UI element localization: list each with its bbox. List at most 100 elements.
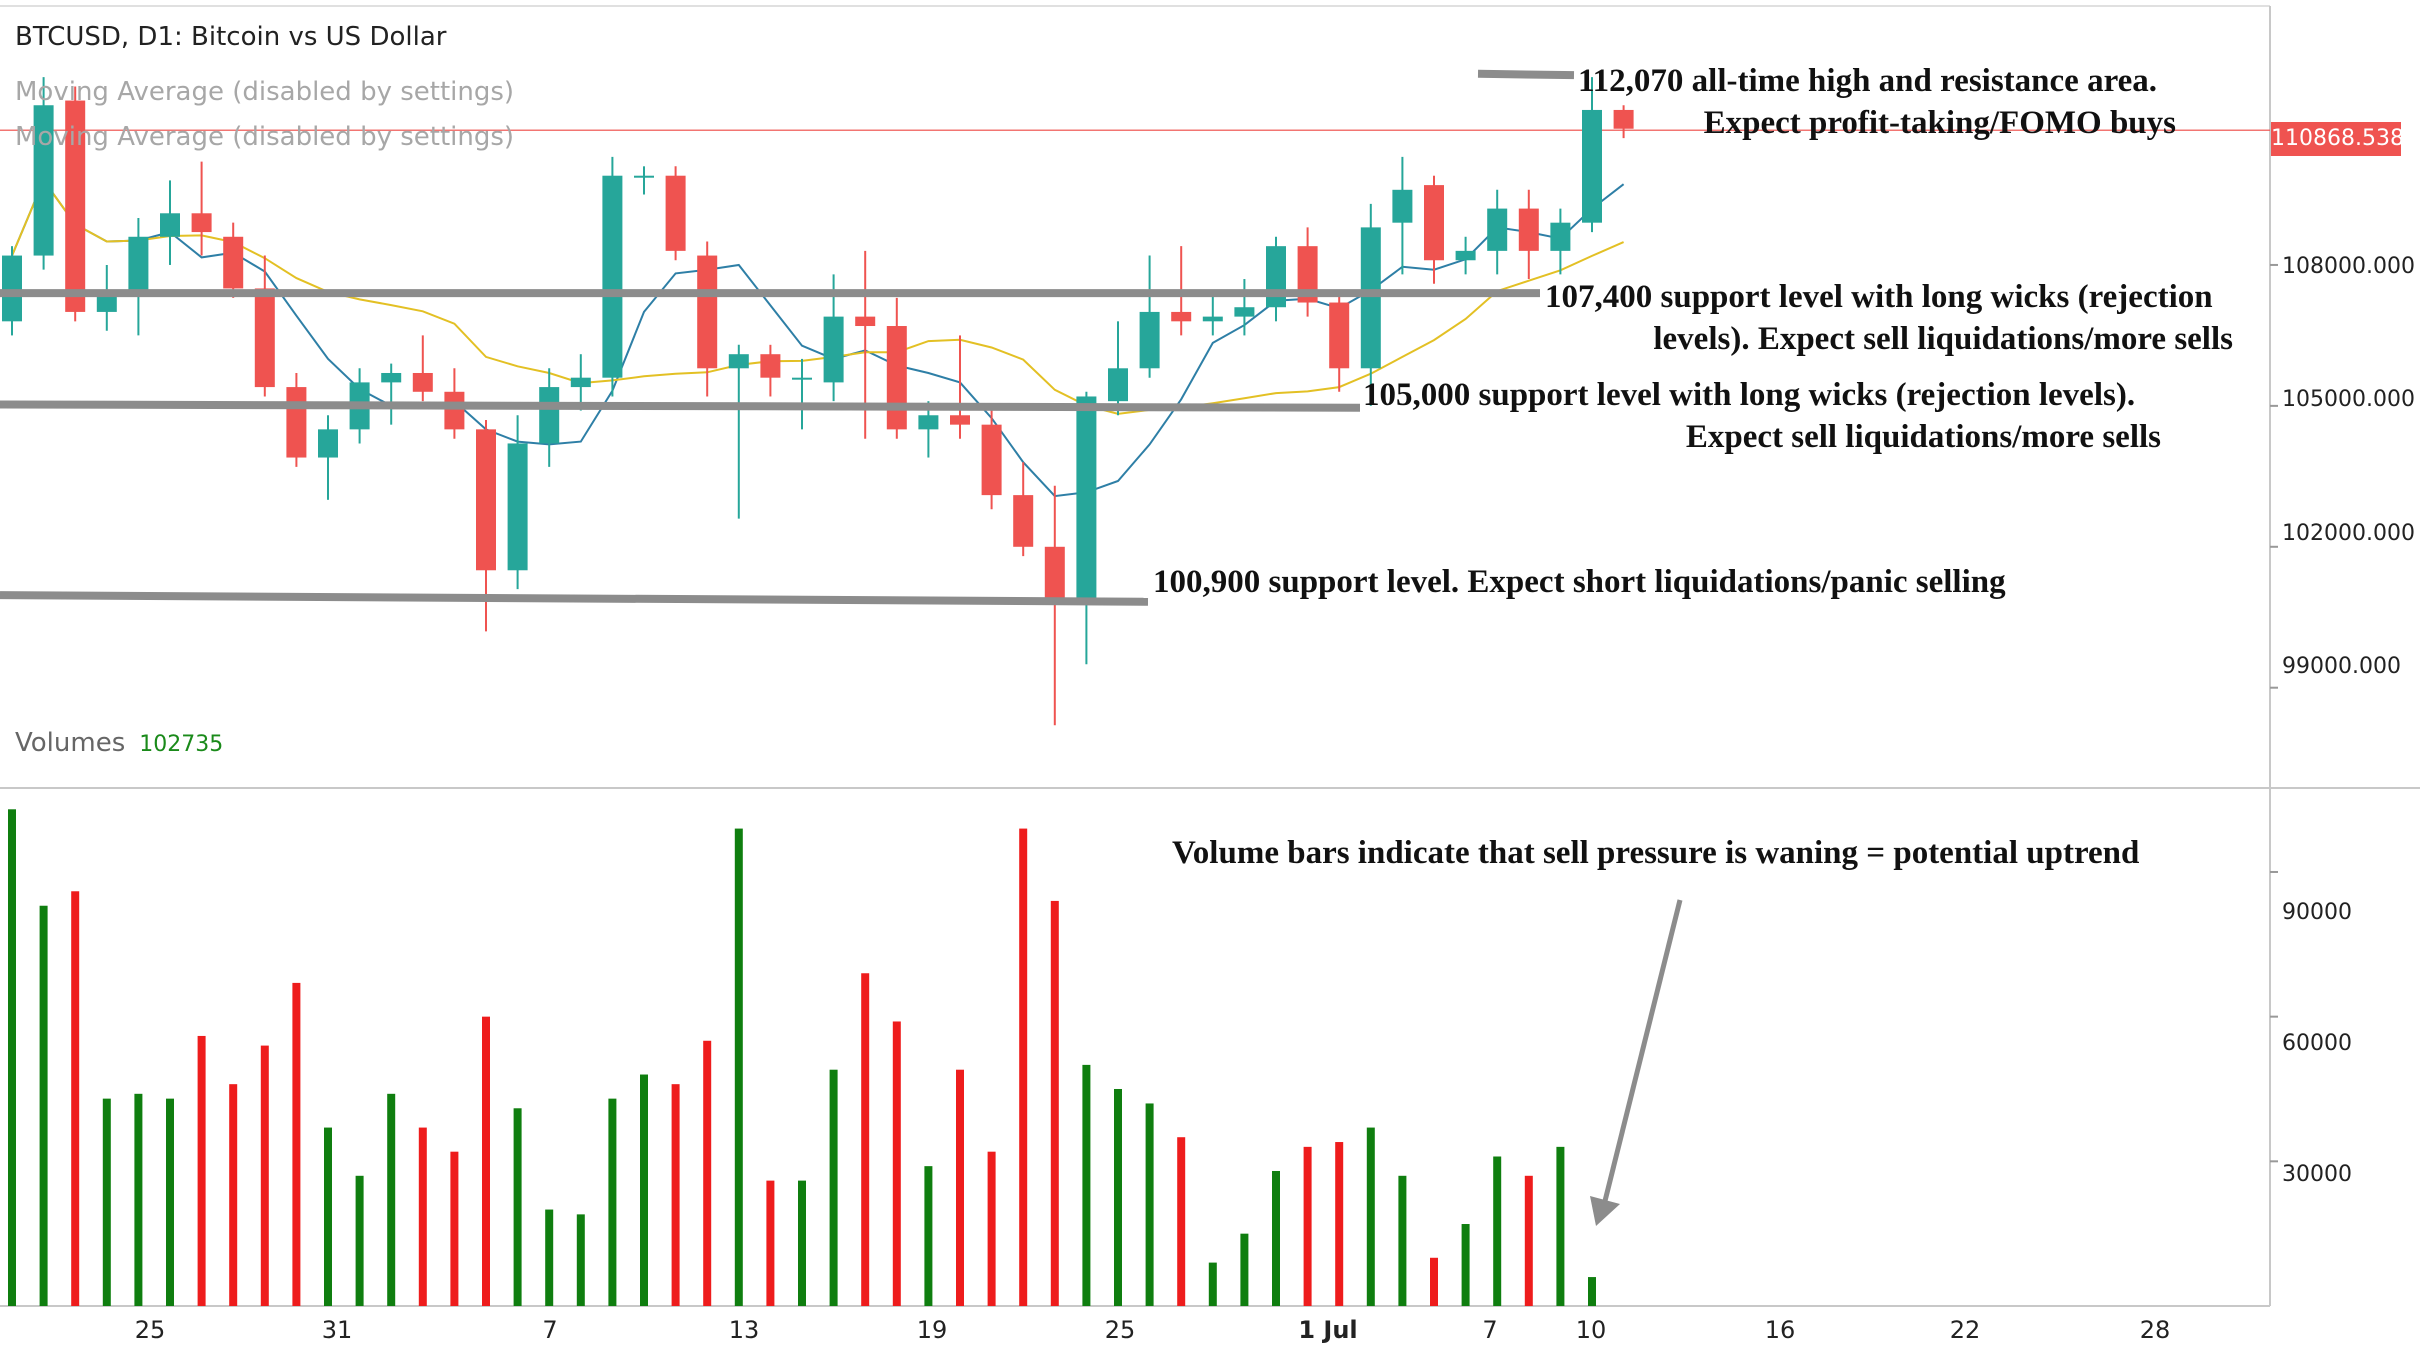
candle [1234,279,1255,336]
candle-body [1108,368,1128,402]
volume-bar [1114,1088,1122,1306]
candle-body [1234,307,1255,317]
candle [981,405,1002,510]
volume-bar [1272,1170,1280,1306]
ath-annotation-line2: Expect profit-taking/FOMO buys [1703,105,2176,141]
volume-bar [956,1069,964,1306]
volume-bar [1082,1064,1091,1306]
candle-body [1582,109,1602,223]
candle-body [1266,246,1286,308]
candle-body [1076,396,1097,599]
candle-body [1487,208,1508,251]
volume-axis-label: 60000 [2282,1031,2352,1056]
candle [1487,189,1508,275]
volume-bar [608,1098,617,1306]
candle [1139,255,1160,378]
candle-body [223,236,244,289]
candle-body [1518,208,1539,251]
volume-bar [1050,900,1059,1306]
volume-bar [1177,1137,1186,1306]
volume-bar [892,1021,901,1306]
moving-average-label-1: Moving Average (disabled by settings) [15,77,515,107]
candle [1392,156,1413,275]
candle [728,344,749,519]
volume-bar [418,1127,427,1306]
volume-bar [450,1151,459,1306]
volumes-value: 102735 [139,732,224,757]
volume-bar [1588,1277,1596,1306]
candle [1013,462,1034,557]
x-tick-label: 22 [1949,1316,1981,1344]
volume-bar [1493,1156,1502,1306]
candle-body [286,387,307,458]
candle [1108,321,1128,416]
support-line-100900 [0,591,1149,606]
volume-bar [766,1180,775,1306]
candle-body [665,175,686,251]
volume-bar [387,1093,396,1306]
candle-body [1044,546,1065,599]
candle [254,255,275,397]
x-tick-label: 7 [542,1316,558,1344]
volume-bar [1019,828,1028,1306]
volume-bar [703,1040,712,1306]
candle-body [381,372,402,383]
candle-body [886,326,907,430]
candle-body [634,175,654,178]
volume-bar [482,1016,490,1306]
candle-body [1171,311,1192,322]
volume-axis-label: 30000 [2282,1162,2352,1187]
candle [539,368,560,467]
volume-bar [1398,1175,1407,1306]
support-105000-annotation-line2: Expect sell liquidations/more sells [1685,419,2161,455]
volume-bar [924,1166,933,1306]
candle-body [950,415,970,425]
volumes-legend: Volumes 102735 [15,728,223,758]
volume-bar [355,1175,364,1306]
volume-bar [640,1074,648,1306]
volume-bar [229,1084,238,1306]
volume-bar [197,1035,206,1306]
candle [570,354,591,411]
volume-bar [102,1098,111,1306]
candle [1329,293,1350,392]
chart-title: BTCUSD, D1: Bitcoin vs US Dollar [15,22,447,52]
volume-bar [1208,1262,1217,1306]
candle-body [570,377,591,388]
volume-bar [829,1069,838,1306]
volume-axis-label: 90000 [2282,900,2352,925]
volume-bar [324,1127,332,1306]
volume-bar [513,1108,522,1306]
volume-bar [1335,1142,1344,1306]
price-axis-label: 102000.000 [2282,521,2415,546]
candle-body [318,429,338,458]
x-tick-label: 31 [321,1316,353,1344]
x-tick-label: 1 Jul [1298,1316,1358,1344]
candle [1582,77,1602,233]
support-line-105000 [0,400,1361,412]
candle-body [191,213,212,233]
candle [96,264,117,331]
resistance-line-112070 [1477,69,1575,80]
candle-body [1013,495,1034,547]
arrow-head [1590,1196,1620,1226]
candle [65,86,86,322]
last-price-tag: 110868.538 [2271,122,2404,156]
candle-body [728,354,749,369]
volume-bar [1240,1233,1249,1306]
volume-bar [1145,1103,1154,1306]
x-tick-label: 19 [916,1316,948,1344]
volume-bars [8,809,1596,1306]
candle [507,415,528,590]
price-axis-label: 108000.000 [2282,254,2415,279]
volume-annotation: Volume bars indicate that sell pressure … [1172,835,2140,871]
candle [950,335,970,439]
volume-bar [134,1093,143,1306]
candle-body [444,391,465,430]
price-axis-label: 105000.000 [2282,387,2415,412]
candle-body [412,372,433,392]
volume-bar [8,809,16,1306]
candle-body [1424,185,1444,261]
